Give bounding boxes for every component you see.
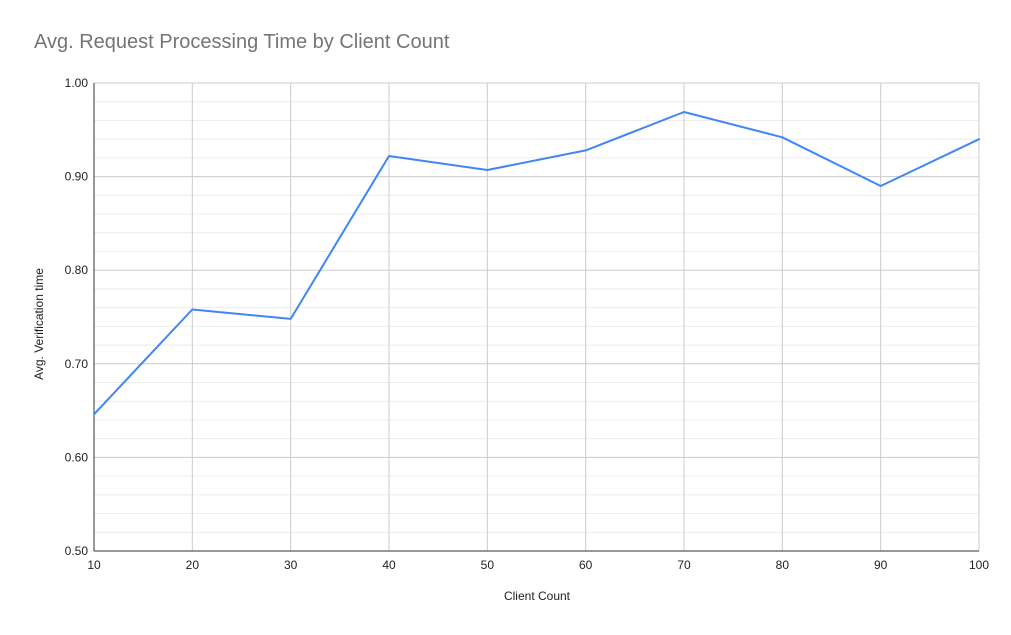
data-series	[92, 110, 981, 416]
axes	[93, 83, 979, 552]
y-tick-label: 0.50	[65, 544, 89, 558]
chart-title: Avg. Request Processing Time by Client C…	[34, 31, 450, 53]
x-tick-label: 20	[186, 558, 200, 572]
data-point	[387, 154, 391, 158]
y-tick-labels: 0.50 0.60 0.70 0.80 0.90 1.00	[65, 76, 89, 558]
y-axis-title: Avg. Verification time	[32, 268, 46, 380]
data-point	[682, 110, 686, 114]
data-point	[190, 308, 194, 312]
x-tick-label: 10	[87, 558, 101, 572]
minor-gridlines	[94, 101, 979, 533]
y-tick-label: 0.80	[65, 263, 89, 277]
series-line	[93, 111, 980, 416]
x-tick-label: 100	[969, 558, 989, 572]
x-tick-label: 80	[776, 558, 790, 572]
data-point	[780, 135, 784, 139]
data-point	[289, 317, 293, 321]
y-tick-label: 0.60	[65, 450, 89, 464]
x-tick-label: 30	[284, 558, 298, 572]
y-tick-label: 0.90	[65, 170, 89, 184]
data-point	[879, 184, 883, 188]
x-tick-label: 40	[382, 558, 396, 572]
x-tick-label: 50	[481, 558, 495, 572]
y-tick-label: 0.70	[65, 357, 89, 371]
data-point	[584, 148, 588, 152]
x-tick-label: 90	[874, 558, 888, 572]
y-tick-label: 1.00	[65, 76, 89, 90]
x-tick-labels: 10 20 30 40 50 60 70 80 90 100	[87, 558, 989, 572]
data-point	[977, 137, 981, 141]
x-tick-label: 60	[579, 558, 593, 572]
major-gridlines	[94, 82, 980, 551]
data-point	[485, 168, 489, 172]
data-point	[92, 412, 96, 416]
x-tick-label: 70	[677, 558, 691, 572]
x-axis-title: Client Count	[504, 589, 571, 603]
